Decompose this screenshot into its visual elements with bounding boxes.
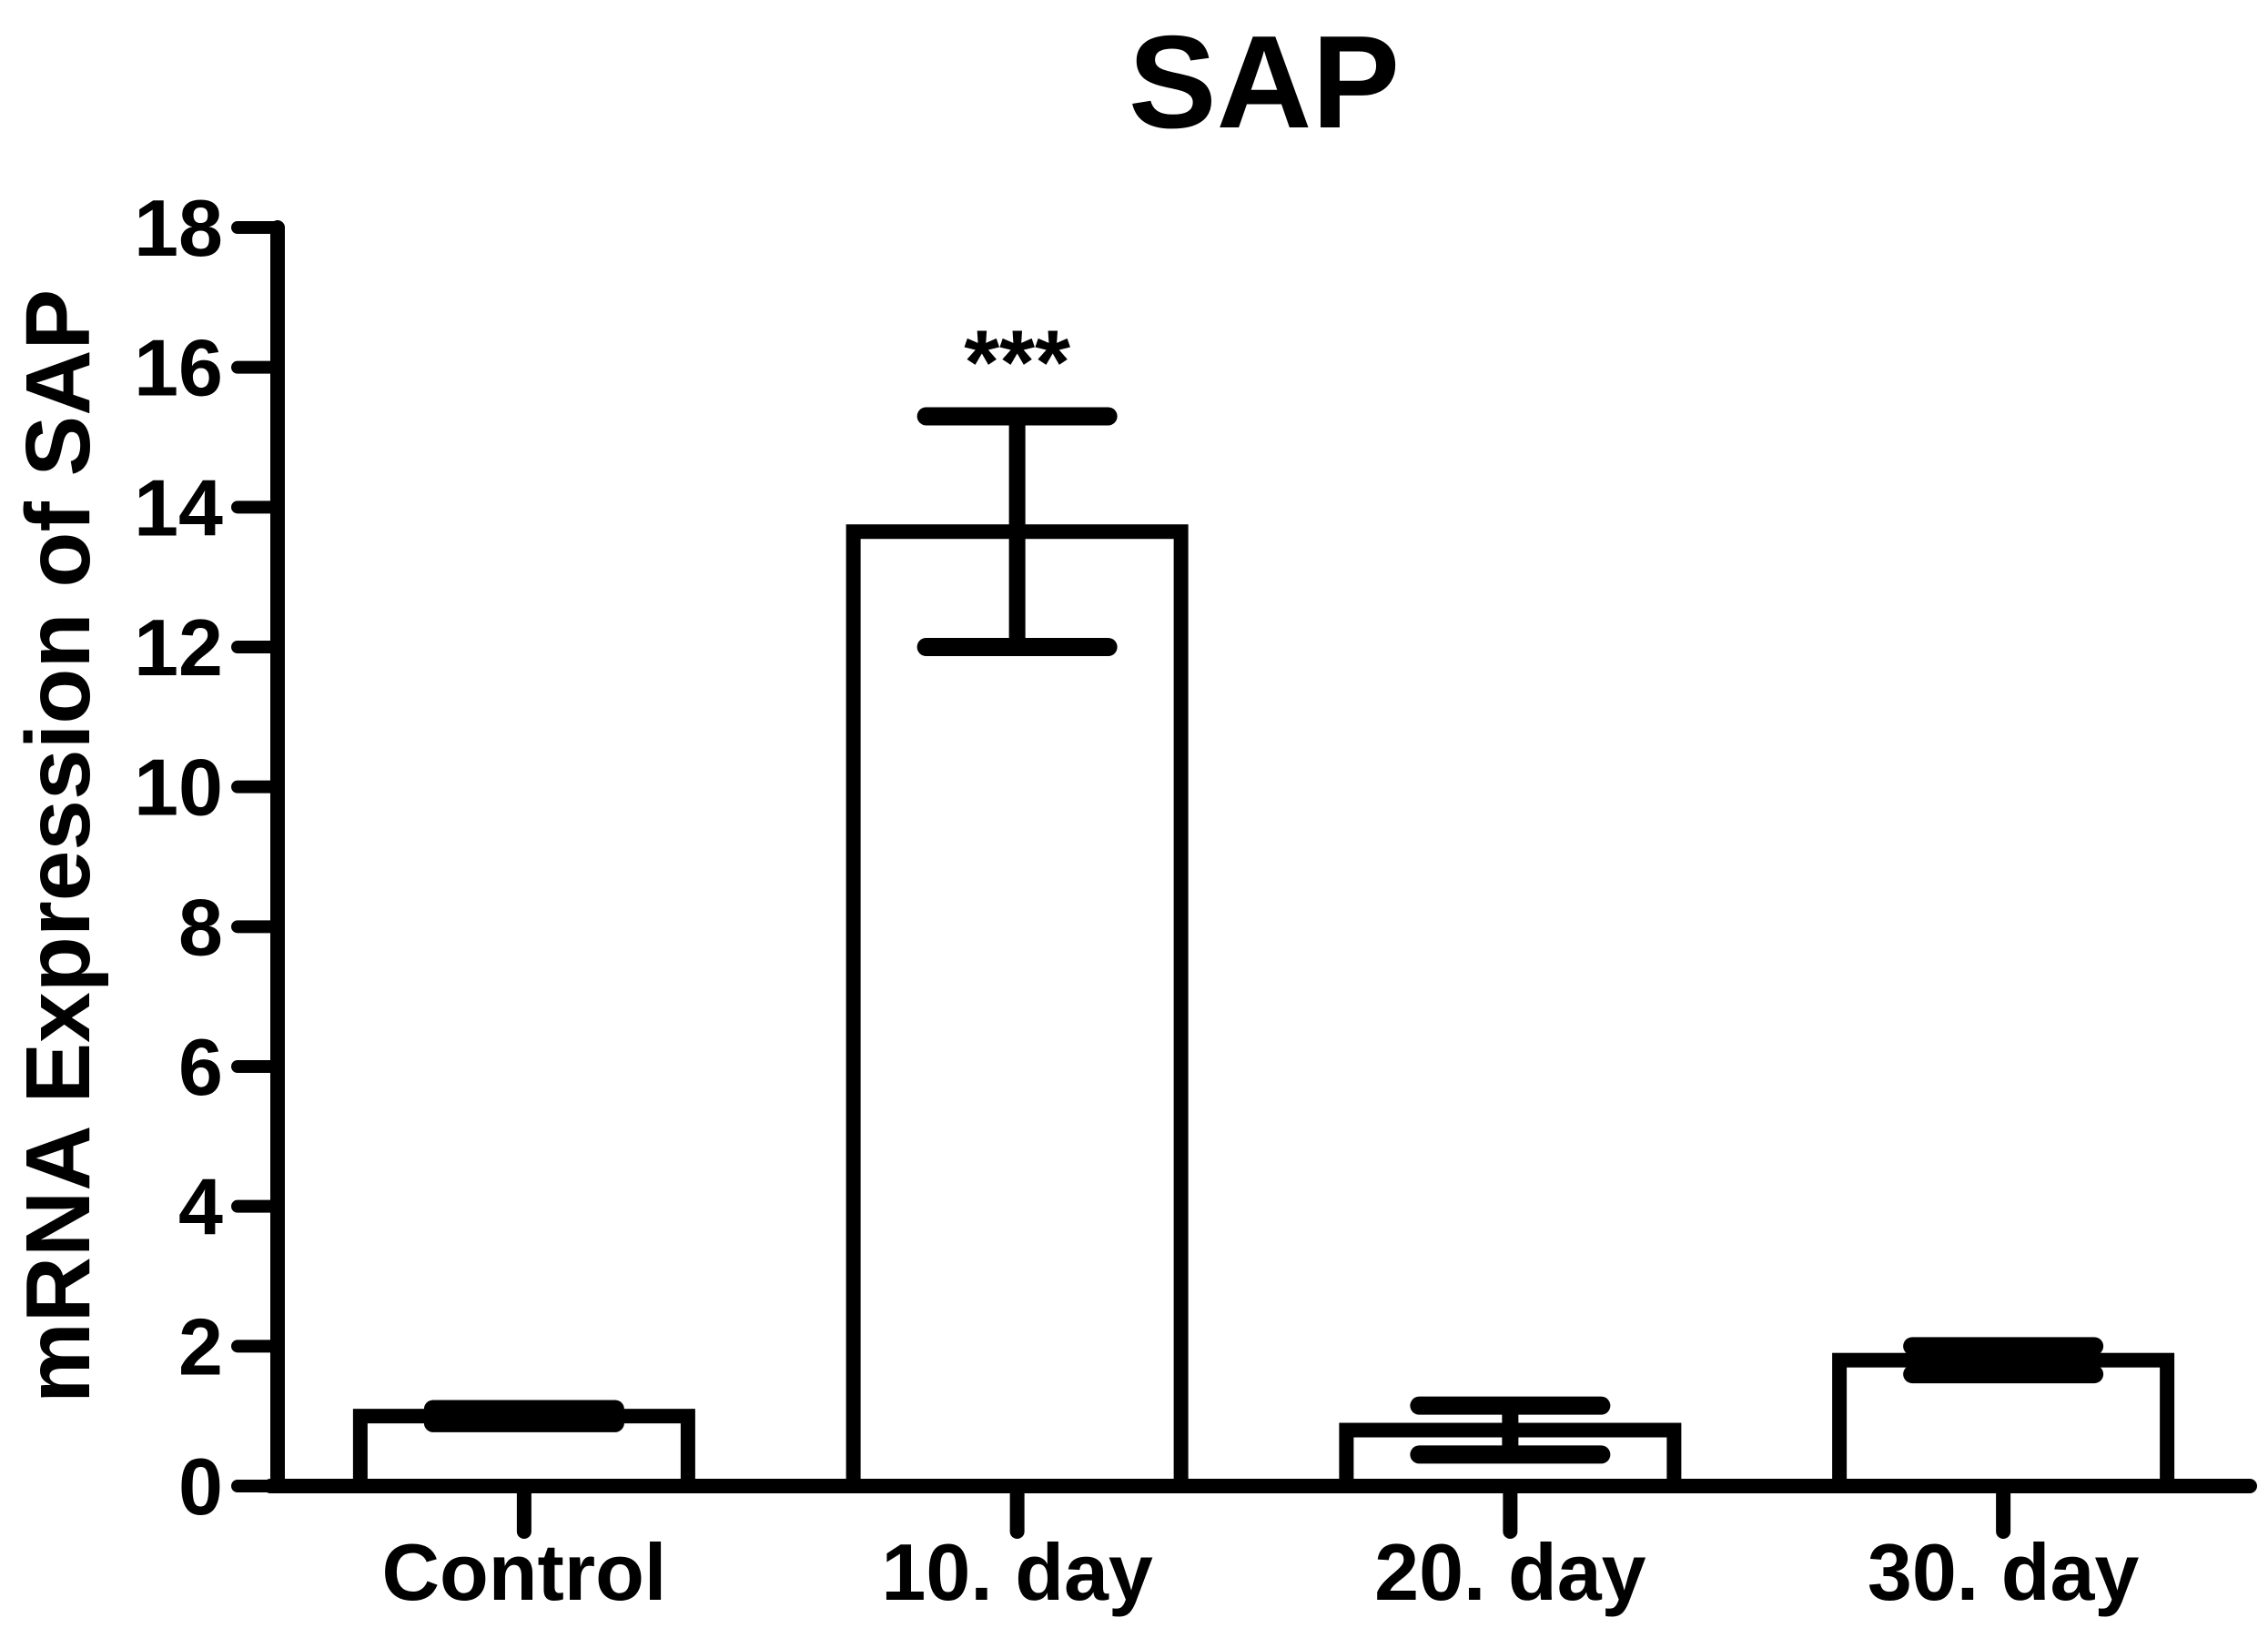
y-tick-label: 6 (178, 1022, 223, 1112)
bar-10-day (845, 524, 1189, 1493)
x-category-label-10-day: 10. day (881, 1527, 1152, 1617)
y-tick-label: 4 (178, 1162, 223, 1252)
x-category-label-control: Control (381, 1527, 666, 1617)
bar-control (352, 1409, 695, 1493)
y-tick-label: 14 (134, 462, 223, 552)
x-category-label-30-day: 30. day (1868, 1527, 2139, 1617)
y-tick-label: 2 (178, 1301, 223, 1391)
y-axis-title: mRNA Expression of SAP (7, 289, 109, 1403)
y-tick-label: 18 (134, 183, 223, 273)
y-tick-label: 8 (178, 882, 223, 972)
plot-area: 0 2 4 6 8 10 12 14 16 18 Control 10. day 20. day 30. … (134, 183, 2257, 1617)
y-tick-label: 0 (178, 1441, 223, 1532)
y-tick-label: 10 (134, 743, 223, 833)
y-tick-label: 16 (134, 323, 223, 413)
y-tick-label: 12 (134, 602, 223, 693)
significance-annotation: *** (964, 311, 1070, 413)
chart-title: SAP (1129, 8, 1400, 156)
x-category-label-20-day: 20. day (1374, 1527, 1645, 1617)
